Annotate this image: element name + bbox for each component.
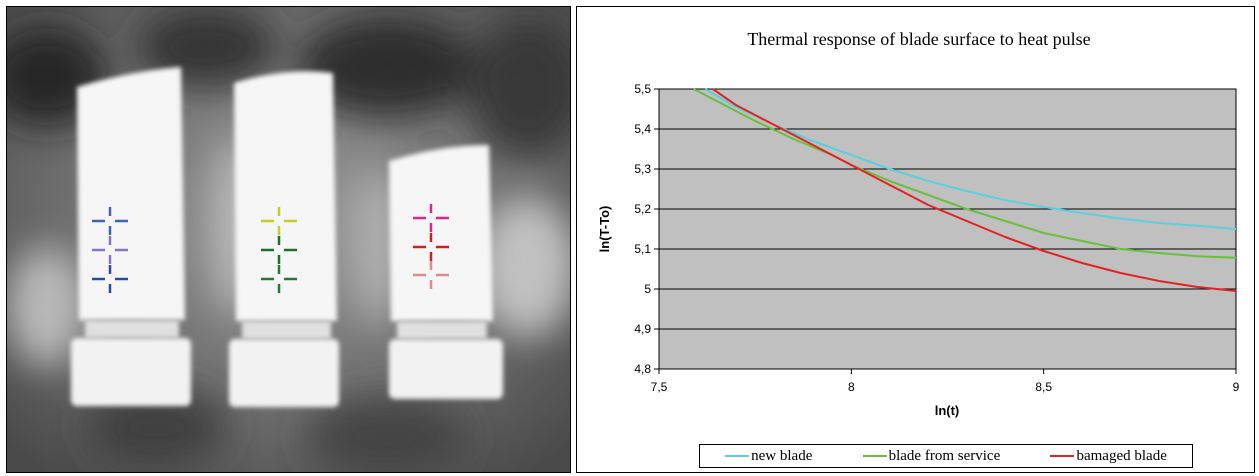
blade-body [77, 67, 185, 320]
line-chart: Thermal response of blade surface to hea… [597, 29, 1240, 418]
y-axis-label: ln(T-To) [597, 206, 612, 253]
plot-area [658, 88, 1237, 370]
y-axis-ticks: 4,8 4,9 5 5,1 5,2 5,3 5,4 5,5 [634, 82, 659, 376]
measurement-marker [413, 204, 449, 232]
series-line-new-blade [704, 88, 1237, 230]
measurement-marker [413, 261, 449, 289]
legend-swatch [862, 455, 887, 457]
x-tick-label: 9 [1233, 380, 1240, 394]
measurement-marker [92, 236, 128, 264]
y-tick-label: 5,4 [634, 122, 651, 136]
grid-lines [659, 128, 1236, 330]
chart-title: Thermal response of blade surface to hea… [747, 29, 1090, 49]
legend-swatch [1050, 455, 1075, 457]
measurement-marker [413, 233, 449, 261]
x-tick-label: 7,5 [651, 380, 668, 394]
y-tick-label: 5,3 [634, 162, 651, 176]
legend-swatch [725, 455, 750, 457]
thermal-image-panel [6, 6, 571, 473]
y-tick-label: 5,1 [634, 242, 651, 256]
legend-label: bamaged blade [1076, 447, 1167, 464]
y-tick-label: 4,9 [634, 322, 651, 336]
series-line-bamaged-blade [712, 88, 1237, 292]
blade-neck [397, 321, 487, 339]
chart-legend: new blade blade from service bamaged bla… [699, 444, 1193, 468]
blade-body [389, 145, 493, 321]
blade-1 [71, 67, 191, 406]
blade-root [389, 339, 503, 399]
measurement-marker [261, 265, 297, 293]
x-tick-label: 8,5 [1035, 380, 1052, 394]
legend-item-bamaged-blade: bamaged blade [1050, 447, 1167, 465]
thermal-image [7, 7, 570, 472]
legend-item-new-blade: new blade [725, 448, 812, 465]
blade-3 [389, 145, 503, 399]
blade-2 [229, 71, 339, 407]
blade-neck [85, 320, 179, 338]
measurement-marker [261, 236, 297, 264]
y-tick-label: 5,2 [634, 202, 651, 216]
x-tick-label: 8 [848, 380, 855, 394]
y-tick-label: 5,5 [634, 82, 651, 96]
blade-body [234, 71, 337, 321]
series-line-blade-from-service [693, 88, 1237, 259]
legend-item-blade-from-service: blade from service [862, 447, 1001, 465]
legend-label: new blade [751, 447, 813, 464]
blade-neck [242, 321, 331, 339]
measurement-marker [92, 207, 128, 235]
y-tick-label: 4,8 [634, 362, 651, 376]
chart-panel: Thermal response of blade surface to hea… [576, 6, 1255, 473]
x-axis-label: ln(t) [935, 403, 960, 418]
blade-root [71, 338, 191, 406]
legend-label: blade from service [888, 447, 1001, 464]
series-lines [693, 88, 1237, 292]
measurement-marker [261, 207, 297, 235]
y-tick-label: 5 [644, 282, 651, 296]
measurement-marker [92, 265, 128, 293]
x-axis-ticks: 7,5 8 8,5 9 [651, 369, 1240, 394]
blade-root [229, 339, 339, 407]
